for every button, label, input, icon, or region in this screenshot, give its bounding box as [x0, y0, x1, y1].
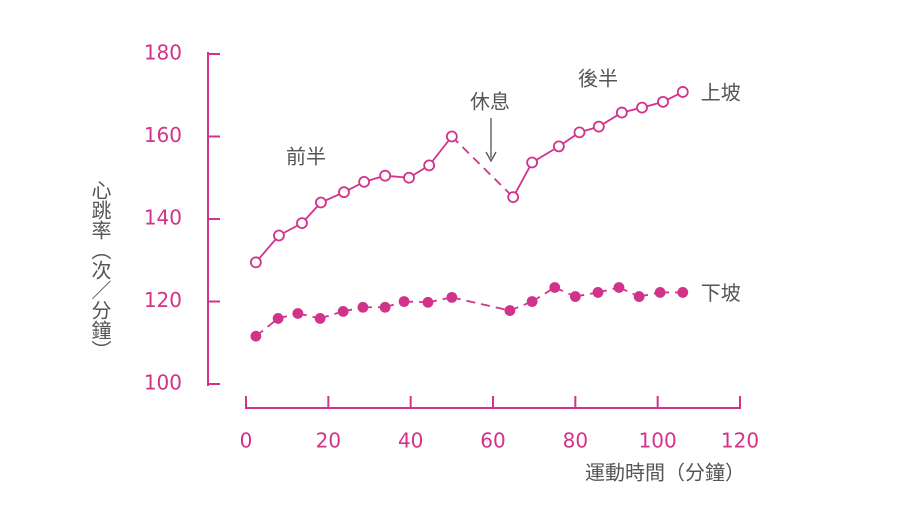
point: [250, 330, 262, 342]
point: [592, 287, 604, 298]
point: [613, 282, 625, 293]
point: [423, 159, 436, 172]
point: [592, 120, 605, 133]
point: [615, 106, 628, 119]
point: [676, 86, 689, 98]
point: [358, 175, 371, 188]
point: [504, 305, 516, 316]
y-tick-label: 180: [144, 41, 182, 65]
x-axis-label: 運動時間（分鐘）: [585, 461, 745, 485]
point: [633, 291, 645, 302]
annotation: 前半: [286, 145, 326, 169]
point: [398, 296, 410, 307]
x-tick-label: 120: [721, 429, 759, 453]
x-tick-label: 100: [639, 429, 677, 453]
point: [677, 287, 689, 298]
x-tick-label: 40: [398, 429, 423, 453]
point: [636, 101, 648, 114]
series-label: 下坡: [701, 281, 741, 305]
point: [445, 130, 458, 143]
point: [507, 191, 520, 204]
point: [573, 126, 586, 139]
point: [403, 171, 415, 184]
annotation: 後半: [578, 67, 618, 91]
line-segment: [512, 162, 533, 198]
line-segment: [451, 296, 511, 312]
y-tick-label: 160: [144, 123, 182, 147]
annotation-arrowhead: [485, 151, 497, 163]
point: [315, 196, 327, 209]
point: [273, 229, 285, 242]
point: [549, 282, 561, 293]
x-tick-label: 0: [240, 429, 253, 453]
annotation: 休息: [470, 90, 510, 114]
point: [314, 313, 326, 324]
point: [446, 291, 458, 303]
point: [292, 308, 304, 319]
y-tick-label: 120: [144, 288, 182, 312]
point: [337, 305, 349, 317]
point: [338, 186, 350, 199]
point: [272, 313, 284, 324]
point: [422, 296, 434, 308]
point: [296, 217, 308, 230]
x-tick-label: 20: [316, 429, 341, 453]
point: [654, 287, 666, 298]
y-axis-label: 心跳率（次／分鐘）: [88, 180, 112, 360]
series-label: 上坡: [701, 80, 741, 104]
point: [379, 169, 392, 182]
point: [657, 95, 669, 108]
point: [526, 296, 538, 307]
point: [357, 301, 369, 313]
point: [552, 140, 565, 153]
y-tick-label: 140: [144, 206, 182, 230]
y-tick-label: 100: [144, 371, 182, 395]
x-tick-label: 60: [480, 429, 505, 453]
point: [569, 291, 581, 302]
x-tick-label: 80: [563, 429, 588, 453]
line-segment: [451, 135, 514, 198]
point: [526, 156, 539, 169]
point: [249, 256, 262, 269]
point: [379, 301, 391, 313]
line-segment: [428, 135, 453, 166]
